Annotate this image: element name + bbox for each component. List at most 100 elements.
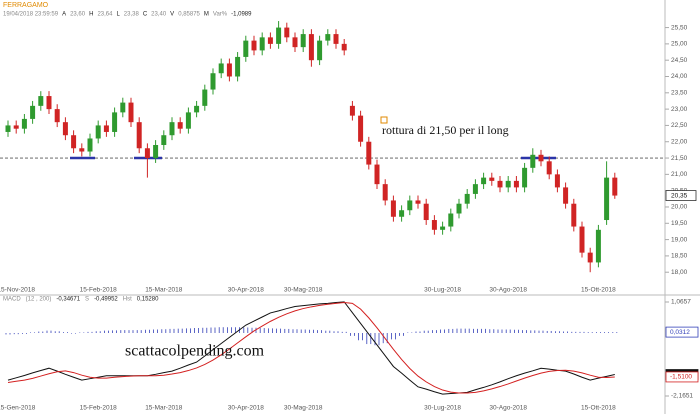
candle-body — [177, 122, 183, 129]
y-tick-label: 19,50 — [671, 220, 688, 227]
x-tick-label: 15-Feb-2018 — [80, 405, 118, 412]
candle-body — [390, 200, 396, 217]
candle-body — [448, 213, 454, 227]
candle-body — [472, 184, 478, 194]
candle-body — [218, 63, 224, 74]
x-tick-label: 15-Ott-2018 — [581, 287, 616, 294]
candle-body — [530, 154, 536, 168]
candle-body — [194, 105, 200, 113]
candle-body — [210, 73, 216, 90]
candle-body — [423, 203, 429, 221]
price-label: 20,35 — [671, 192, 688, 199]
candle-body — [366, 141, 372, 165]
candle-body — [333, 34, 339, 44]
info-text: 19/04/2018 23:59:59 — [3, 12, 59, 18]
candle-body — [13, 125, 19, 129]
candle-body — [308, 34, 314, 61]
macd-header: 0,15280 — [137, 297, 159, 303]
macd-header: (12 , 200) — [26, 297, 52, 303]
candle-body — [325, 34, 331, 41]
candle-body — [481, 177, 487, 185]
candle-body — [415, 200, 421, 204]
candle-body — [374, 164, 380, 185]
y-tick-label: -2,1651 — [671, 393, 693, 400]
candle-body — [30, 105, 36, 119]
macd-line — [7, 301, 615, 394]
info-text: C — [143, 12, 148, 18]
candle-body — [267, 37, 273, 44]
x-tick-label: 15-Ott-2018 — [581, 405, 616, 412]
candle-body — [563, 187, 569, 204]
y-tick-label: 19,00 — [671, 236, 688, 243]
annotation: rottura di 21,50 per il long — [382, 123, 509, 137]
info-text: M — [204, 12, 209, 18]
candle-body — [169, 122, 175, 136]
candle-body — [522, 167, 528, 188]
candle-body — [251, 40, 257, 51]
value-label-box — [665, 326, 699, 338]
x-tick-label: 15-Gen-2018 — [0, 405, 36, 412]
candle-body — [54, 109, 60, 123]
y-tick-label: 23,00 — [671, 106, 688, 113]
candle-body — [144, 148, 150, 159]
candle-body — [489, 177, 495, 181]
y-tick-label: 20,00 — [671, 204, 688, 211]
candle-body — [464, 193, 470, 204]
candle-body — [497, 180, 503, 188]
candle-body — [38, 96, 44, 106]
candle-body — [202, 89, 208, 106]
candle-body — [571, 203, 577, 227]
candle-body — [284, 27, 290, 38]
candle-body — [341, 43, 347, 51]
info-text: 23,38 — [124, 12, 140, 18]
y-tick-label: 24,50 — [671, 57, 688, 64]
x-tick-label: 15-Nov-2018 — [0, 287, 35, 294]
candle-body — [185, 112, 191, 129]
info-text: 23,64 — [97, 12, 113, 18]
x-tick-label: 30-Lug-2018 — [424, 405, 461, 412]
candle-body — [87, 138, 93, 152]
macd-header: Hst — [123, 297, 132, 303]
candle-body — [79, 148, 85, 152]
candle-body — [128, 102, 134, 123]
info-text: 0,85875 — [178, 12, 200, 18]
x-tick-label: 30-Mag-2018 — [284, 405, 323, 412]
info-text: -1,0989 — [231, 12, 252, 18]
info-text: 23,40 — [151, 12, 167, 18]
x-tick-label: 30-Apr-2018 — [228, 287, 265, 294]
y-tick-label: 22,00 — [671, 138, 688, 145]
x-tick-label: 30-Apr-2018 — [228, 405, 265, 412]
candle-body — [358, 115, 364, 142]
x-tick-label: 30-Ago-2018 — [489, 287, 527, 294]
candle-body — [399, 210, 405, 217]
candle-body — [554, 174, 560, 188]
candle-body — [21, 118, 27, 129]
candle-body — [226, 63, 232, 77]
candle-body — [46, 96, 52, 110]
info-text: L — [116, 12, 120, 18]
candle-body — [235, 56, 241, 77]
candle-body — [317, 40, 323, 61]
candle-body — [300, 34, 306, 48]
x-tick-label: 30-Mag-2018 — [284, 287, 323, 294]
macd-header: S — [85, 297, 89, 303]
price-label-box — [665, 190, 697, 201]
y-tick-label: 23,50 — [671, 90, 688, 97]
candle-body — [112, 112, 118, 132]
x-tick-label: 30-Lug-2018 — [424, 287, 461, 294]
candle-body — [538, 154, 544, 162]
candle-body — [595, 229, 601, 263]
candle-body — [103, 125, 109, 132]
macd-header: -0,49952 — [94, 297, 118, 303]
info-text: H — [89, 12, 93, 18]
info-text: V — [170, 12, 174, 18]
macd-line — [7, 301, 615, 395]
candle-body — [259, 37, 265, 51]
x-tick-label: 15-Mar-2018 — [145, 287, 183, 294]
candle-body — [161, 135, 167, 145]
candle-body — [136, 122, 142, 149]
chart-title: FERRAGAMO — [3, 2, 49, 9]
candle-body — [153, 145, 159, 159]
